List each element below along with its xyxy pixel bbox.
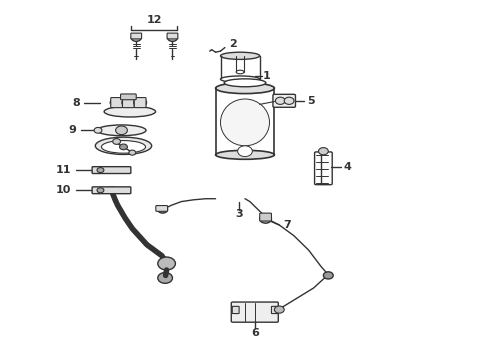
FancyBboxPatch shape xyxy=(167,33,178,39)
Text: 10: 10 xyxy=(56,185,72,195)
Text: 6: 6 xyxy=(251,328,259,338)
Text: 7: 7 xyxy=(283,220,291,230)
Circle shape xyxy=(275,97,285,104)
Text: 2: 2 xyxy=(229,39,237,49)
Ellipse shape xyxy=(236,70,244,74)
Ellipse shape xyxy=(216,150,274,159)
Circle shape xyxy=(94,127,102,133)
FancyBboxPatch shape xyxy=(92,187,131,194)
Circle shape xyxy=(131,34,141,41)
Ellipse shape xyxy=(216,83,274,94)
Ellipse shape xyxy=(220,99,270,146)
Circle shape xyxy=(110,98,123,107)
Circle shape xyxy=(113,139,121,144)
Text: 3: 3 xyxy=(235,209,243,219)
Circle shape xyxy=(168,34,177,41)
Text: 1: 1 xyxy=(263,71,271,81)
Ellipse shape xyxy=(95,137,152,154)
Circle shape xyxy=(238,146,252,157)
FancyBboxPatch shape xyxy=(260,213,271,221)
Circle shape xyxy=(97,168,104,173)
FancyBboxPatch shape xyxy=(111,98,122,108)
Circle shape xyxy=(97,188,104,193)
FancyBboxPatch shape xyxy=(121,94,136,100)
Circle shape xyxy=(129,150,136,155)
Circle shape xyxy=(284,97,294,104)
FancyBboxPatch shape xyxy=(122,98,134,108)
Circle shape xyxy=(120,144,127,150)
FancyBboxPatch shape xyxy=(156,206,168,211)
Ellipse shape xyxy=(220,76,260,82)
Ellipse shape xyxy=(101,141,146,153)
FancyBboxPatch shape xyxy=(134,98,146,108)
Text: 5: 5 xyxy=(307,96,315,106)
Circle shape xyxy=(274,306,284,313)
Text: 8: 8 xyxy=(72,98,80,108)
FancyBboxPatch shape xyxy=(315,152,332,185)
Text: 4: 4 xyxy=(344,162,352,172)
Circle shape xyxy=(318,148,328,155)
FancyBboxPatch shape xyxy=(92,167,131,174)
Circle shape xyxy=(134,98,147,107)
FancyBboxPatch shape xyxy=(271,306,278,314)
Text: 12: 12 xyxy=(147,15,162,25)
Circle shape xyxy=(116,126,127,135)
Circle shape xyxy=(122,98,135,107)
Circle shape xyxy=(260,215,271,223)
Circle shape xyxy=(323,272,333,279)
Circle shape xyxy=(158,273,172,283)
Ellipse shape xyxy=(97,125,146,136)
Text: 9: 9 xyxy=(69,125,76,135)
Ellipse shape xyxy=(107,187,116,194)
FancyBboxPatch shape xyxy=(131,33,142,39)
Circle shape xyxy=(158,206,168,213)
Text: 11: 11 xyxy=(56,165,72,175)
Ellipse shape xyxy=(220,52,260,59)
Circle shape xyxy=(158,257,175,270)
Ellipse shape xyxy=(224,79,266,87)
FancyBboxPatch shape xyxy=(232,306,239,314)
FancyBboxPatch shape xyxy=(231,302,278,322)
Ellipse shape xyxy=(104,106,156,117)
FancyBboxPatch shape xyxy=(273,94,295,107)
